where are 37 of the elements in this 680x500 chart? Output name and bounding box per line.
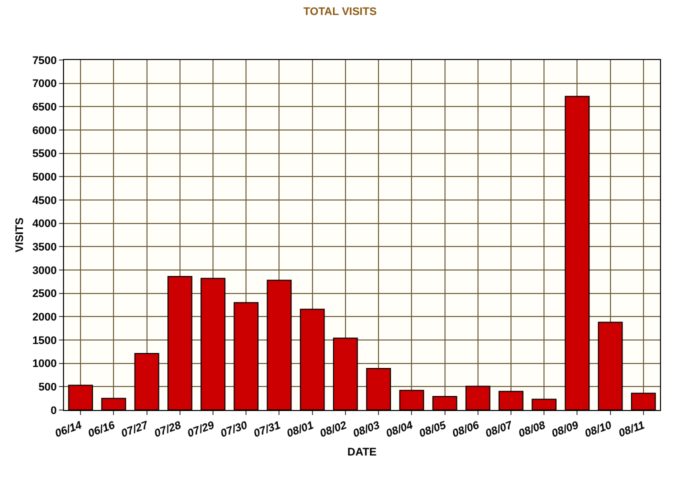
x-tick-label: 08/06 (450, 419, 482, 440)
y-tick-label: 6500 (32, 102, 57, 114)
x-tick-label: 07/28 (152, 419, 184, 440)
y-tick-label: 3500 (32, 242, 57, 254)
x-tick-label: 08/02 (318, 419, 348, 440)
x-tick-label: 07/27 (120, 419, 151, 440)
y-tick-label: 0 (50, 404, 57, 417)
x-tick-label: 06/16 (86, 419, 118, 440)
y-axis-title: VISITS (14, 218, 26, 252)
y-tick-label: 1500 (32, 334, 57, 347)
y-tick-label: 6000 (32, 124, 57, 137)
x-tick-label: 08/03 (351, 419, 382, 440)
x-tick-label: 07/29 (186, 419, 217, 440)
chart-title: TOTAL VISITS (303, 6, 377, 18)
y-tick-label: 2500 (32, 288, 57, 300)
x-tick-label: 08/09 (550, 419, 581, 440)
x-tick-label: 08/05 (418, 419, 449, 440)
x-tick-label: 07/30 (219, 419, 250, 440)
x-tick-label: 08/10 (583, 419, 614, 440)
x-tick-label: 08/01 (285, 419, 316, 440)
y-tick-label: 4500 (32, 194, 57, 207)
y-tick-label: 7000 (32, 78, 57, 90)
x-tick-label: 08/11 (617, 419, 646, 440)
y-tick-label: 2000 (32, 312, 57, 324)
x-tick-label: 08/08 (517, 419, 548, 440)
y-tick-label: 3000 (32, 264, 57, 277)
y-tick-label: 500 (38, 382, 57, 394)
x-tick-label: 07/31 (252, 419, 282, 440)
y-tick-label: 4000 (32, 218, 57, 230)
x-tick-label: 06/14 (53, 419, 84, 440)
y-tick-label: 5000 (32, 172, 57, 184)
y-tick-label: 7500 (32, 54, 57, 67)
y-tick-label: 1000 (32, 358, 57, 370)
x-tick-label: 08/04 (384, 419, 415, 440)
y-tick-label: 5500 (32, 148, 57, 160)
x-axis-title: DATE (347, 446, 377, 458)
x-tick-label: 08/07 (484, 419, 515, 440)
